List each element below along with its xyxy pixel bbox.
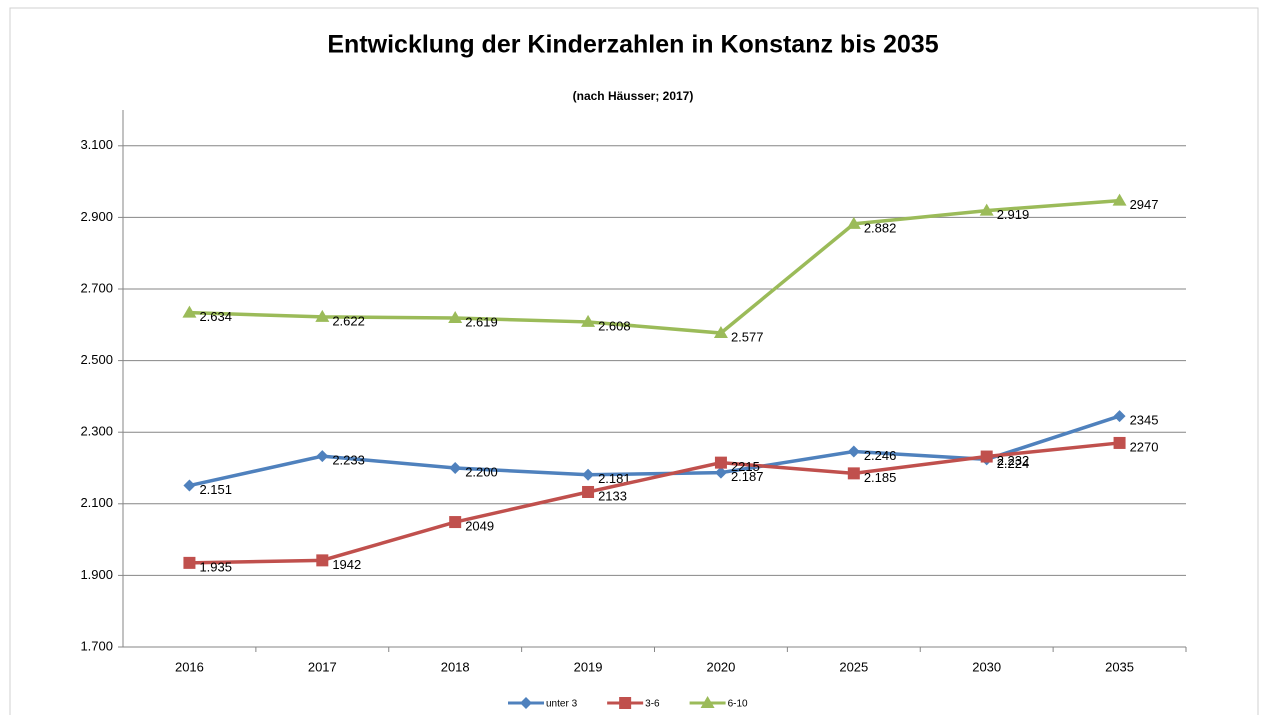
y-tick-label: 2.100 [80,495,113,510]
data-point [581,314,596,327]
chart-subtitle: (nach Häusser; 2017) [573,89,694,103]
data-point [582,468,595,481]
y-tick-label: 2.500 [80,352,113,367]
data-label: 2.577 [731,329,764,344]
x-tick-label: 2017 [308,659,337,674]
data-label: 2.919 [997,207,1030,222]
data-point [1113,436,1126,449]
data-label: 2.233 [332,453,365,468]
data-label: 2.246 [864,448,897,463]
data-point [979,203,994,216]
data-point [449,516,462,529]
data-label: 1.935 [199,559,232,574]
data-label: 2.232 [997,453,1030,468]
y-tick-label: 2.700 [80,280,113,295]
data-point [847,467,860,480]
data-label: 2.622 [332,313,365,328]
data-label: 2215 [731,459,760,474]
y-tick-label: 2.900 [80,209,113,224]
data-point [315,309,330,322]
x-tick-label: 2018 [441,659,470,674]
data-point [713,326,728,339]
y-tick-label: 3.100 [80,137,113,152]
chart-frame [9,7,1259,715]
legend-label: 3-6 [645,699,660,710]
data-label: 2.187 [731,469,764,484]
data-label: 1942 [332,557,361,572]
x-tick-label: 2019 [574,659,603,674]
data-point [1112,193,1127,206]
data-label: 2.151 [199,482,232,497]
legend-label: unter 3 [546,699,578,710]
data-point [183,556,196,569]
data-label: 2.634 [199,309,232,324]
x-tick-label: 2030 [972,659,1001,674]
data-point [847,445,860,458]
data-label: 2270 [1130,439,1159,454]
data-label: 2.185 [864,470,897,485]
data-point [1113,410,1126,423]
x-tick-label: 2025 [839,659,868,674]
y-tick-label: 2.300 [80,424,113,439]
data-label: 2.882 [864,220,897,235]
x-tick-label: 2035 [1105,659,1134,674]
x-tick-label: 2016 [175,659,204,674]
data-label: 2.608 [598,318,631,333]
data-label: 2049 [465,518,494,533]
y-tick-label: 1.900 [80,567,113,582]
x-tick-label: 2020 [706,659,735,674]
data-point [182,305,197,318]
data-point [183,479,196,492]
data-point [980,450,993,463]
data-label: 2.619 [465,314,498,329]
series-line [189,441,1120,565]
data-label: 2.181 [598,471,631,486]
data-label: 2947 [1130,197,1159,212]
data-point [714,466,727,479]
data-label: 2345 [1130,413,1159,428]
data-point [449,462,462,474]
data-label: 2.200 [465,464,498,479]
series-line [189,198,1120,335]
legend-marker [619,697,632,709]
y-tick-label: 1.700 [80,638,113,653]
legend-marker [520,697,532,709]
data-point [448,310,463,323]
data-point [316,450,329,463]
legend-label: 6-10 [728,699,748,710]
data-point [582,485,595,498]
data-point [316,554,329,567]
data-label: 2133 [598,488,627,503]
data-point [714,456,727,469]
data-point [846,216,861,229]
legend-marker [700,696,715,708]
data-label: 2.224 [997,456,1030,471]
chart-title: Entwicklung der Kinderzahlen in Konstanz… [327,31,938,59]
